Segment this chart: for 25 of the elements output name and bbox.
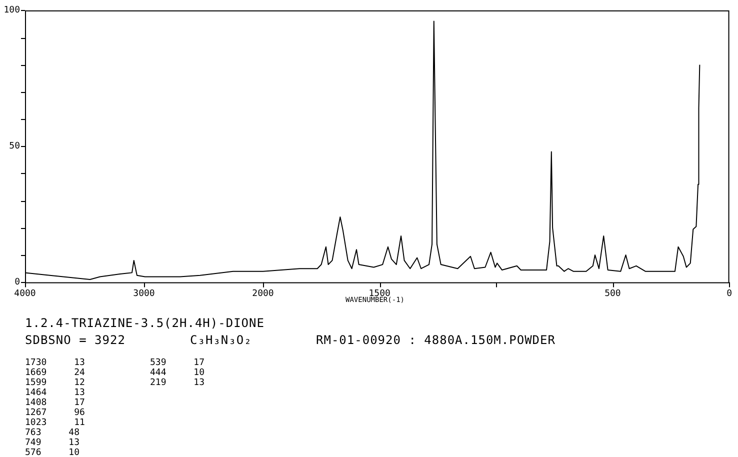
x-tick-label: 500 — [604, 288, 621, 299]
x-tick-label: 0 — [726, 288, 732, 299]
y-tick-label: 50 — [9, 142, 20, 152]
text: 1023 11 — [25, 418, 85, 428]
x-tick-label: 3000 — [133, 288, 155, 299]
y-tick-label: 100 — [4, 6, 20, 16]
text: RM-01-00920 : 4880A.150M.POWDER — [316, 333, 556, 347]
text: 444 10 — [150, 368, 205, 378]
text: C₃H₃N₃O₂ — [190, 333, 252, 347]
text: 1267 96 — [25, 408, 85, 418]
text: 1.2.4-TRIAZINE-3.5(2H.4H)-DIONE — [25, 316, 264, 330]
x-tick-label: 2000 — [252, 288, 274, 299]
text: 1464 13 — [25, 388, 85, 398]
text: 1669 24 — [25, 368, 85, 378]
y-tick-label: 0 — [14, 278, 20, 288]
x-tick-label: 4000 — [14, 288, 36, 299]
text: 1599 12 — [25, 378, 85, 388]
text: 1408 17 — [25, 398, 85, 408]
text: 219 13 — [150, 378, 205, 388]
text: SDBSNO = 3922 — [25, 333, 126, 347]
text: 539 17 — [150, 358, 205, 368]
text: 576 10 — [25, 448, 80, 457]
text: 1730 13 — [25, 358, 85, 368]
text: 763 48 — [25, 428, 80, 438]
text: 749 13 — [25, 438, 80, 448]
